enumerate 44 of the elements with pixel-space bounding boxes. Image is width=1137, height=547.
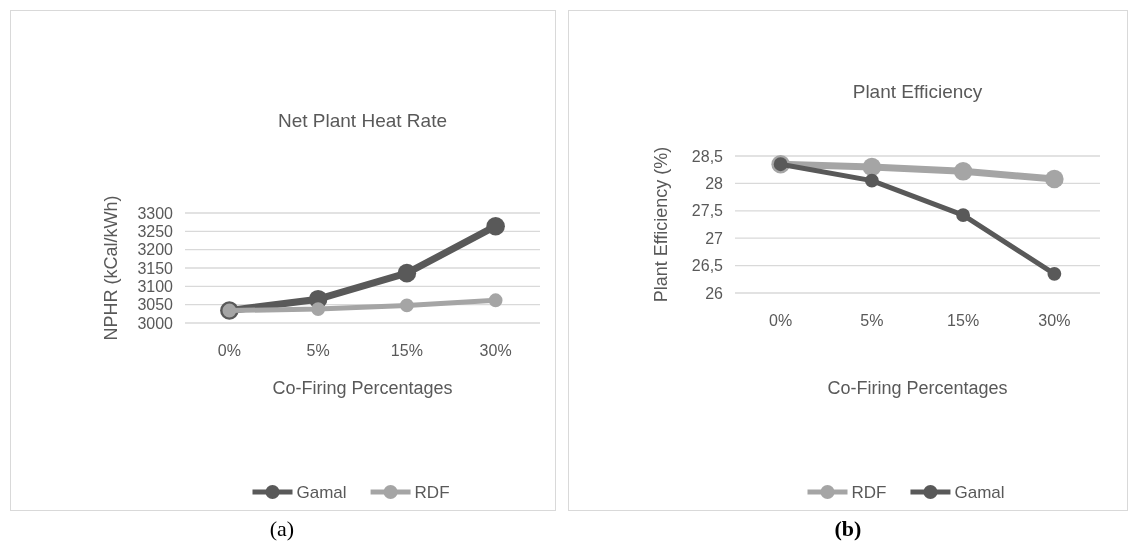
y-axis-title: NPHR (kCal/kWh) xyxy=(101,195,121,341)
y-tick-label: 3200 xyxy=(137,241,174,259)
x-tick-label: 30% xyxy=(1038,312,1071,330)
y-tick-label: 26,5 xyxy=(691,257,724,275)
legend-label: RDF xyxy=(414,483,450,502)
y-tick-label: 27 xyxy=(705,229,724,247)
y-tick-label: 3300 xyxy=(137,204,174,222)
y-tick-label: 3100 xyxy=(137,277,174,295)
text: (a) xyxy=(269,516,295,541)
x-axis-title: Co-Firing Percentages xyxy=(272,378,453,398)
legend-label: Gamal xyxy=(954,483,1005,502)
point xyxy=(1047,266,1062,281)
point xyxy=(862,157,882,177)
x-tick-label: 0% xyxy=(217,342,241,360)
chart-title: Net Plant Heat Rate xyxy=(278,110,447,131)
point xyxy=(953,162,973,181)
y-tick-label: 26 xyxy=(705,284,724,302)
y-tick-label: 28,5 xyxy=(691,147,724,165)
point xyxy=(399,298,414,313)
y-axis-title: Plant Efficiency (%) xyxy=(651,146,671,303)
x-tick-label: 5% xyxy=(306,342,330,360)
legend-label: RDF xyxy=(851,483,887,502)
chart-title: Plant Efficiency xyxy=(852,81,983,102)
point xyxy=(397,263,417,283)
x-tick-label: 0% xyxy=(769,312,793,330)
x-tick-label: 30% xyxy=(479,342,512,360)
y-tick-label: 3050 xyxy=(137,296,174,314)
y-tick-label: 3150 xyxy=(137,259,174,277)
x-axis-title: Co-Firing Percentages xyxy=(827,378,1008,398)
point xyxy=(1045,169,1064,189)
y-tick-label: 27,5 xyxy=(691,202,724,220)
text: (b) xyxy=(834,516,862,541)
point xyxy=(311,302,326,316)
legend-label: Gamal xyxy=(296,483,347,502)
point xyxy=(956,208,971,223)
y-tick-label: 3250 xyxy=(137,222,174,240)
point xyxy=(488,293,503,308)
point xyxy=(486,216,505,236)
x-tick-label: 15% xyxy=(390,342,423,360)
point xyxy=(864,173,879,188)
x-tick-label: 15% xyxy=(947,312,980,330)
y-tick-label: 28 xyxy=(705,175,724,193)
y-tick-label: 3000 xyxy=(137,314,174,332)
x-tick-label: 5% xyxy=(860,312,884,330)
